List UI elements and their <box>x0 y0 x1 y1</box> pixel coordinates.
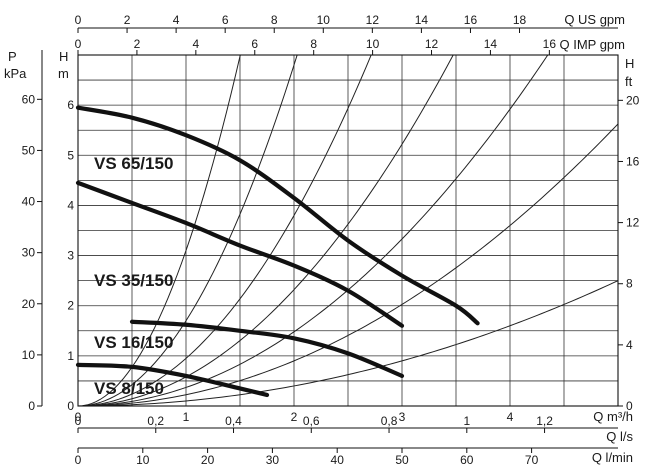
ls-tick-label: 0,8 <box>381 414 398 428</box>
lmin-tick-label: 30 <box>266 453 280 467</box>
ls-axis-label: Q l/s <box>606 429 633 444</box>
system-curve <box>78 55 241 406</box>
kpa-tick-label: 40 <box>22 195 36 209</box>
pump-curves <box>75 105 480 398</box>
y-tick-label: 5 <box>67 148 74 162</box>
y-tick-label: 0 <box>67 399 74 413</box>
ft-tick-label: 8 <box>626 277 633 291</box>
us-gpm-tick-label: 0 <box>75 13 82 27</box>
system-curve <box>78 55 372 406</box>
pump-curve-2 <box>129 319 405 379</box>
series-label-vs-16-150: VS 16/150 <box>94 333 173 352</box>
x-tick-label: 3 <box>399 410 406 424</box>
x-tick-label: 4 <box>507 410 514 424</box>
kpa-tick-label: 60 <box>22 92 36 106</box>
kpa-axis-label-bottom: kPa <box>4 66 27 81</box>
grid <box>78 55 618 406</box>
pump-curve-0 <box>75 105 480 326</box>
system-curve <box>78 280 618 406</box>
us-gpm-tick-label: 2 <box>124 13 131 27</box>
imp-gpm-tick-label: 12 <box>425 37 439 51</box>
y-tick-label: 4 <box>67 198 74 212</box>
kpa-tick-label: 0 <box>28 399 35 413</box>
x-tick-label: 1 <box>183 410 190 424</box>
imp-gpm-tick-label: 16 <box>543 37 557 51</box>
imp-gpm-tick-label: 2 <box>134 37 141 51</box>
series-label-vs-35-150: VS 35/150 <box>94 271 173 290</box>
ft-axis-label-top: H <box>625 56 634 71</box>
imp-gpm-tick-label: 0 <box>75 37 82 51</box>
pump-curve-3 <box>75 362 270 398</box>
y-tick-label: 6 <box>67 98 74 112</box>
system-curve <box>78 55 454 406</box>
ls-tick-label: 0,2 <box>147 414 164 428</box>
y-tick-label: 2 <box>67 299 74 313</box>
lmin-tick-label: 40 <box>331 453 345 467</box>
us-gpm-tick-label: 8 <box>271 13 278 27</box>
y-axis-label-bottom: m <box>58 66 69 81</box>
imp-gpm-tick-label: 6 <box>251 37 258 51</box>
x-tick-label: 2 <box>291 410 298 424</box>
lmin-tick-label: 10 <box>136 453 150 467</box>
ls-tick-label: 1,2 <box>536 414 553 428</box>
lmin-tick-label: 0 <box>75 453 82 467</box>
ft-tick-label: 20 <box>626 93 640 107</box>
lmin-tick-label: 70 <box>525 453 539 467</box>
kpa-tick-label: 10 <box>22 348 36 362</box>
kpa-tick-label: 20 <box>22 297 36 311</box>
imp-gpm-tick-label: 14 <box>484 37 498 51</box>
series-label-vs-8-150: VS 8/150 <box>94 379 164 398</box>
series-label-vs-65-150: VS 65/150 <box>94 154 173 173</box>
us-gpm-tick-label: 16 <box>464 13 478 27</box>
lmin-tick-label: 50 <box>395 453 409 467</box>
us-gpm-tick-label: 18 <box>513 13 527 27</box>
us-gpm-tick-label: 4 <box>173 13 180 27</box>
imp-gpm-tick-label: 8 <box>310 37 317 51</box>
y-axis-label-top: H <box>59 49 68 64</box>
imp-gpm-tick-label: 4 <box>192 37 199 51</box>
kpa-tick-label: 30 <box>22 246 36 260</box>
us-gpm-tick-label: 6 <box>222 13 229 27</box>
plot-frame <box>77 54 619 407</box>
system-curves <box>78 55 618 406</box>
ft-tick-label: 0 <box>626 399 633 413</box>
y-tick-label: 1 <box>67 349 74 363</box>
ls-tick-label: 0 <box>75 414 82 428</box>
y-tick-label: 3 <box>67 249 74 263</box>
x-tick-label: 0 <box>75 410 82 424</box>
kpa-axis-label-top: P <box>8 49 17 64</box>
lmin-tick-label: 60 <box>460 453 474 467</box>
imp-gpm-tick-label: 10 <box>366 37 380 51</box>
system-curve <box>78 123 618 406</box>
us-gpm-tick-label: 12 <box>366 13 380 27</box>
lmin-axis-label: Q l/min <box>592 450 633 465</box>
ls-tick-label: 1 <box>463 414 470 428</box>
us-gpm-tick-label: 14 <box>415 13 429 27</box>
us-gpm-axis-label: Q US gpm <box>564 12 625 27</box>
ft-tick-label: 4 <box>626 338 633 352</box>
x-axis-label: Q m³/h <box>593 409 633 424</box>
ls-tick-label: 0,6 <box>303 414 320 428</box>
lmin-tick-label: 20 <box>201 453 215 467</box>
ft-tick-label: 12 <box>626 216 640 230</box>
ft-axis-label-bottom: ft <box>625 74 633 89</box>
imp-gpm-axis-label: Q IMP gpm <box>559 37 625 52</box>
axes <box>37 27 623 453</box>
pump-curve-1 <box>75 180 405 328</box>
ls-tick-label: 0,4 <box>225 414 242 428</box>
system-curve <box>78 55 549 406</box>
system-curve <box>78 55 298 406</box>
ft-tick-label: 16 <box>626 154 640 168</box>
kpa-tick-label: 50 <box>22 143 36 157</box>
us-gpm-tick-label: 10 <box>317 13 331 27</box>
